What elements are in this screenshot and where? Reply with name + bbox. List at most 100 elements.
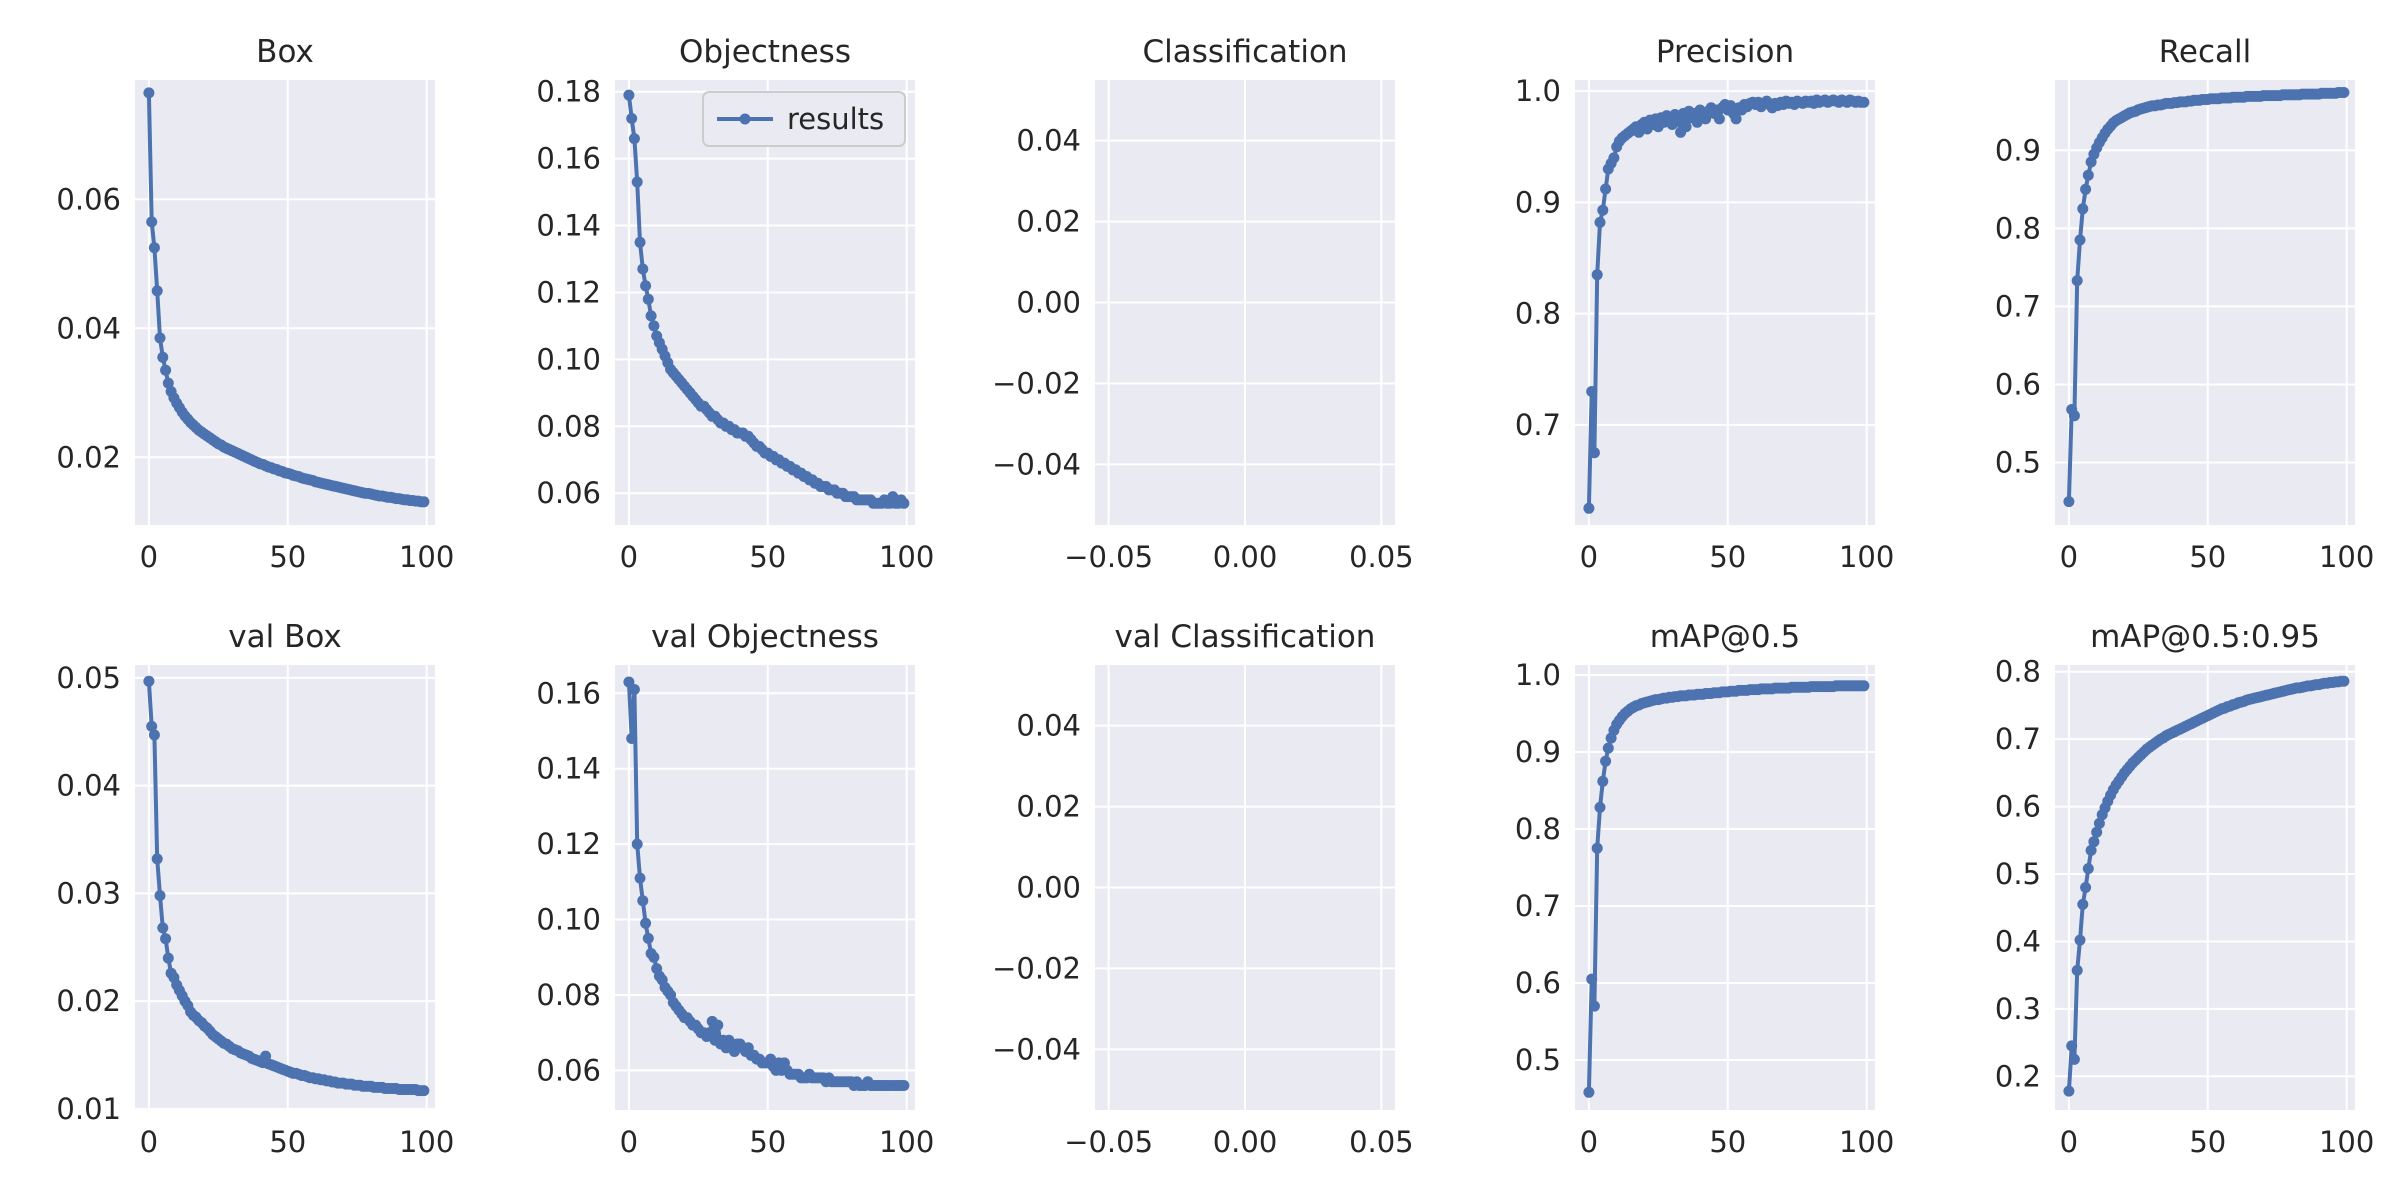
val-objectness-x-tick-label: 50 (749, 1125, 786, 1159)
map-0-5-y-tick-label: 0.9 (1515, 735, 1561, 769)
precision-data-point (1597, 204, 1609, 216)
objectness-y-tick-label: 0.06 (536, 476, 601, 510)
map-0-5-data-point (1597, 775, 1609, 787)
precision-data-point (1586, 386, 1598, 397)
val-box-data-point (151, 853, 163, 865)
precision-y-tick-label: 1.0 (1515, 74, 1561, 108)
legend-marker-swatch (739, 113, 751, 125)
classification-y-tick-label: 0.04 (1016, 124, 1081, 158)
precision-x-tick-label: 0 (1580, 540, 1598, 574)
val-box-data-point (160, 933, 172, 945)
recall-data-point (2077, 203, 2089, 215)
recall-x-tick-label: 0 (2060, 540, 2078, 574)
val-classification-x-tick-label: 0.05 (1349, 1125, 1414, 1159)
map-0-5-0-95-data-point (2071, 964, 2083, 976)
val-objectness-data-point (703, 1027, 715, 1039)
val-box-data-point (154, 890, 166, 902)
precision-data-point (1713, 113, 1725, 125)
precision-data-point (1680, 121, 1692, 133)
val-box-x-tick-label: 0 (140, 1125, 158, 1159)
val-box-data-point (418, 1085, 430, 1097)
subplot-classification: −0.05 0.00 0.05 −0.04 −0.02 0.00 0.02 0.04 Class… (992, 34, 1414, 574)
map-0-5-0-95-data-point (2082, 863, 2094, 875)
legend-frame (702, 91, 906, 147)
val-objectness-data-point (631, 838, 643, 850)
map-0-5-title: mAP@0.5 (1650, 619, 1800, 655)
objectness-y-tick-label: 0.18 (536, 75, 601, 109)
map-0-5-x-tick-label: 0 (1580, 1125, 1598, 1159)
box-plot-area (135, 80, 435, 525)
map-0-5-x-tick-label: 50 (1709, 1125, 1746, 1159)
box-data-point (146, 216, 158, 228)
classification-y-tick-label: 0.00 (1016, 286, 1081, 320)
map-0-5-0-95-y-tick-label: 0.4 (1995, 924, 2041, 958)
map-0-5-data-point (1586, 973, 1598, 985)
precision-x-tick-label: 100 (1839, 540, 1894, 574)
subplot-precision: 0 50 100 0.7 0.8 0.9 1.0 Precision (1515, 34, 1894, 574)
classification-x-tick-label: 0.05 (1349, 540, 1414, 574)
precision-x-tick-label: 50 (1709, 540, 1746, 574)
classification-y-tick-label: −0.02 (992, 366, 1081, 400)
map-0-5-0-95-data-point (2085, 844, 2097, 856)
subplot-box: 0 50 100 0.02 0.04 0.06 Box (56, 34, 454, 574)
box-y-tick-label: 0.02 (56, 440, 121, 474)
box-data-point (418, 496, 430, 508)
val-objectness-y-tick-label: 0.16 (536, 676, 601, 710)
objectness-data-point (626, 113, 638, 124)
val-classification-title: val Classification (1115, 619, 1376, 655)
val-objectness-data-point (642, 932, 654, 944)
map-0-5-0-95-data-point (2338, 675, 2350, 687)
classification-x-tick-label: −0.05 (1064, 540, 1153, 574)
val-classification-x-tick-label: −0.05 (1064, 1125, 1153, 1159)
val-box-x-tick-label: 100 (399, 1125, 454, 1159)
objectness-data-point (648, 320, 660, 332)
precision-title: Precision (1656, 34, 1794, 70)
objectness-y-tick-label: 0.12 (536, 275, 601, 309)
recall-x-tick-label: 50 (2189, 540, 2226, 574)
map-0-5-data-point (1858, 680, 1870, 692)
val-objectness-data-point (712, 1019, 724, 1031)
box-x-tick-label: 100 (399, 540, 454, 574)
box-data-point (162, 377, 174, 389)
map-0-5-y-tick-label: 0.7 (1515, 889, 1561, 923)
map-0-5-data-point (1588, 1000, 1600, 1012)
classification-y-tick-label: 0.02 (1016, 205, 1081, 239)
val-classification-y-tick-label: 0.00 (1016, 871, 1081, 905)
objectness-data-point (623, 89, 635, 101)
subplot-map-0-5-0-95: 0 50 100 0.2 0.3 0.4 0.5 0.6 0.7 0.8 mAP@0.5:0.95 (1995, 619, 2374, 1159)
classification-y-tick-label: −0.04 (992, 447, 1081, 481)
val-classification-x-tick-label: 0.00 (1213, 1125, 1278, 1159)
map-0-5-0-95-data-point (2093, 817, 2105, 829)
val-objectness-title: val Objectness (651, 619, 879, 655)
recall-y-tick-label: 0.7 (1995, 289, 2041, 323)
recall-y-tick-label: 0.9 (1995, 133, 2041, 167)
classification-x-tick-label: 0.00 (1213, 540, 1278, 574)
val-box-x-tick-label: 50 (269, 1125, 306, 1159)
subplot-val-classification: −0.05 0.00 0.05 −0.04 −0.02 0.00 0.02 0.04 val C… (992, 619, 1414, 1159)
classification-title: Classification (1142, 34, 1347, 70)
map-0-5-0-95-data-point (2088, 836, 2100, 848)
recall-x-tick-label: 100 (2319, 540, 2374, 574)
precision-y-tick-label: 0.8 (1515, 297, 1561, 331)
map-0-5-0-95-x-tick-label: 100 (2319, 1125, 2374, 1159)
map-0-5-0-95-data-point (2063, 1085, 2075, 1097)
val-objectness-data-point (648, 951, 660, 963)
precision-data-point (1730, 113, 1742, 125)
map-0-5-0-95-x-tick-label: 50 (2189, 1125, 2226, 1159)
map-0-5-0-95-y-tick-label: 0.6 (1995, 790, 2041, 824)
objectness-x-tick-label: 50 (749, 540, 786, 574)
val-box-data-point (146, 720, 158, 732)
val-objectness-y-tick-label: 0.12 (536, 827, 601, 861)
box-x-tick-label: 0 (140, 540, 158, 574)
val-box-data-point (162, 952, 174, 964)
map-0-5-0-95-plot-area (2055, 665, 2355, 1110)
objectness-legend: results (702, 91, 906, 147)
val-box-data-point (148, 729, 160, 741)
map-0-5-0-95-y-tick-label: 0.2 (1995, 1059, 2041, 1093)
precision-data-point (1591, 269, 1603, 281)
map-0-5-0-95-data-point (2080, 882, 2092, 893)
precision-data-point (1583, 502, 1595, 514)
val-objectness-data-point (628, 684, 640, 695)
box-y-tick-label: 0.06 (56, 182, 121, 216)
